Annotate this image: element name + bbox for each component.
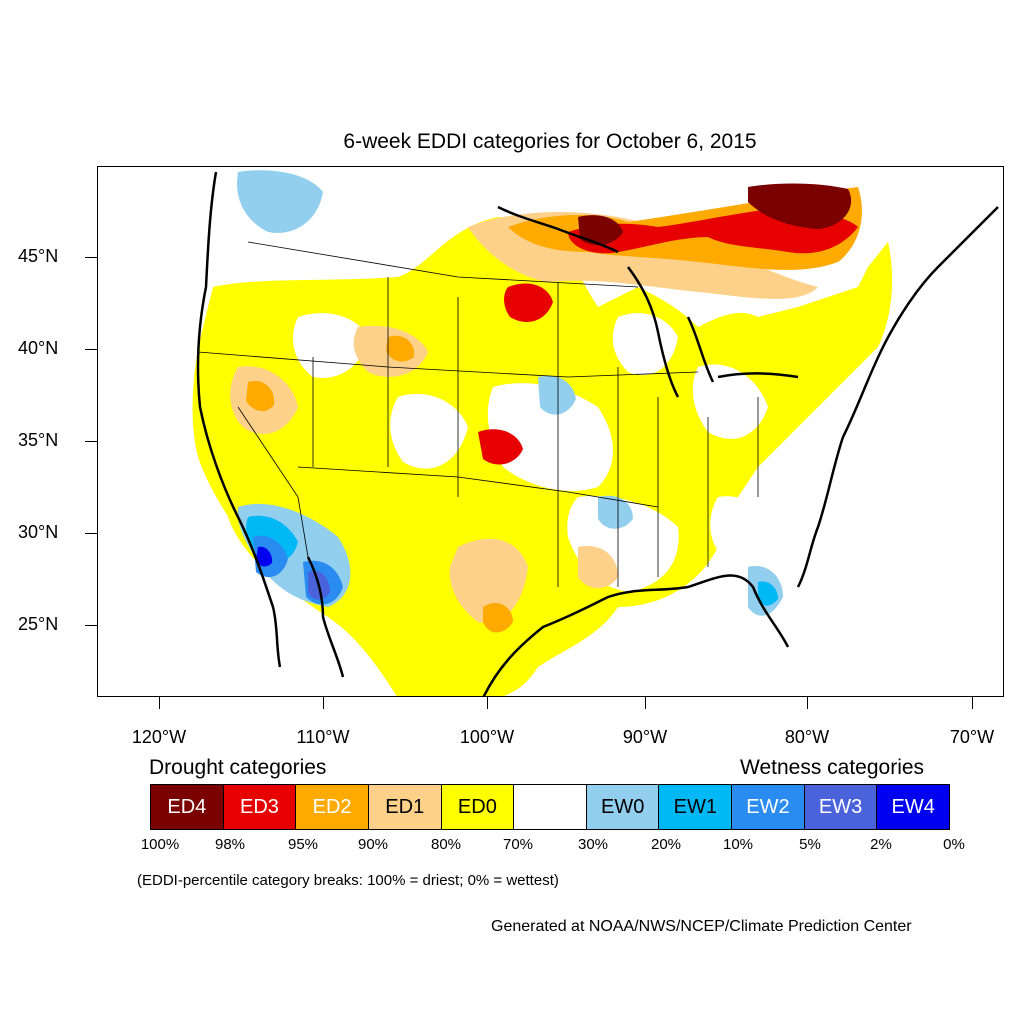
category-breaks-note: (EDDI-percentile category breaks: 100% =… [137,872,559,889]
legend-cell-normal [514,785,587,829]
eddi-map [192,170,999,696]
lon-label-110: 110°W [296,727,350,747]
legend-cell-ed0: ED0 [441,785,515,829]
credit-line: Generated at NOAA/NWS/NCEP/Climate Predi… [491,918,912,935]
lat-tick-30 [85,533,97,534]
lat-label-30: 30°N [18,522,59,542]
lon-label-90: 90°W [622,727,668,747]
pct-break-5: 5% [799,836,821,853]
legend-cell-ed3: ED3 [223,785,297,829]
lon-label-80: 80°W [784,727,830,747]
map-title: 6-week EDDI categories for October 6, 20… [343,130,757,153]
lon-label-100: 100°W [459,727,515,747]
pct-break-100: 100% [140,836,180,853]
legend-cell-ed2: ED2 [296,785,369,829]
legend-cell-ew4: EW4 [877,785,950,829]
pct-break-80: 80% [430,836,462,853]
lon-tick-90 [645,697,646,709]
legend-color-bar: ED4 ED3 ED2 ED1 ED0 EW0 EW1 EW2 EW3 EW4 [150,784,950,830]
lon-tick-110 [323,697,324,709]
ed4-region [578,183,852,246]
lat-tick-40 [85,349,97,350]
pct-break-0: 0% [943,836,965,853]
lon-tick-70 [972,697,973,709]
legend-cell-ew2: EW2 [732,785,805,829]
legend-cell-ew1: EW1 [659,785,733,829]
drought-categories-heading: Drought categories [149,756,327,779]
legend-cell-ew0: EW0 [586,785,660,829]
pct-break-30: 30% [577,836,609,853]
coastline [196,171,999,696]
wetness-categories-heading: Wetness categories [740,756,925,779]
lat-tick-25 [85,625,97,626]
lat-label-35: 35°N [18,430,59,450]
pct-break-20: 20% [650,836,682,853]
lat-tick-35 [85,441,97,442]
lon-label-70: 70°W [949,727,995,747]
legend-cell-ed1: ED1 [368,785,442,829]
ew4-region [256,546,273,567]
lat-tick-45 [85,257,97,258]
lon-tick-80 [807,697,808,709]
state-borders [197,241,759,587]
pct-break-10: 10% [722,836,754,853]
pct-break-90: 90% [357,836,389,853]
pct-break-70: 70% [502,836,534,853]
lat-label-40: 40°N [18,338,59,358]
lat-label-25: 25°N [18,614,59,634]
legend-cell-ew3: EW3 [804,785,878,829]
lat-label-45: 45°N [18,246,59,266]
pct-break-98: 98% [214,836,246,853]
lon-tick-100 [487,697,488,709]
lon-tick-120 [159,697,160,709]
pct-break-2: 2% [870,836,892,853]
map-panel [97,166,1004,697]
pct-break-95: 95% [287,836,319,853]
lon-label-120: 120°W [131,727,187,747]
legend-cell-ed4: ED4 [151,785,224,829]
